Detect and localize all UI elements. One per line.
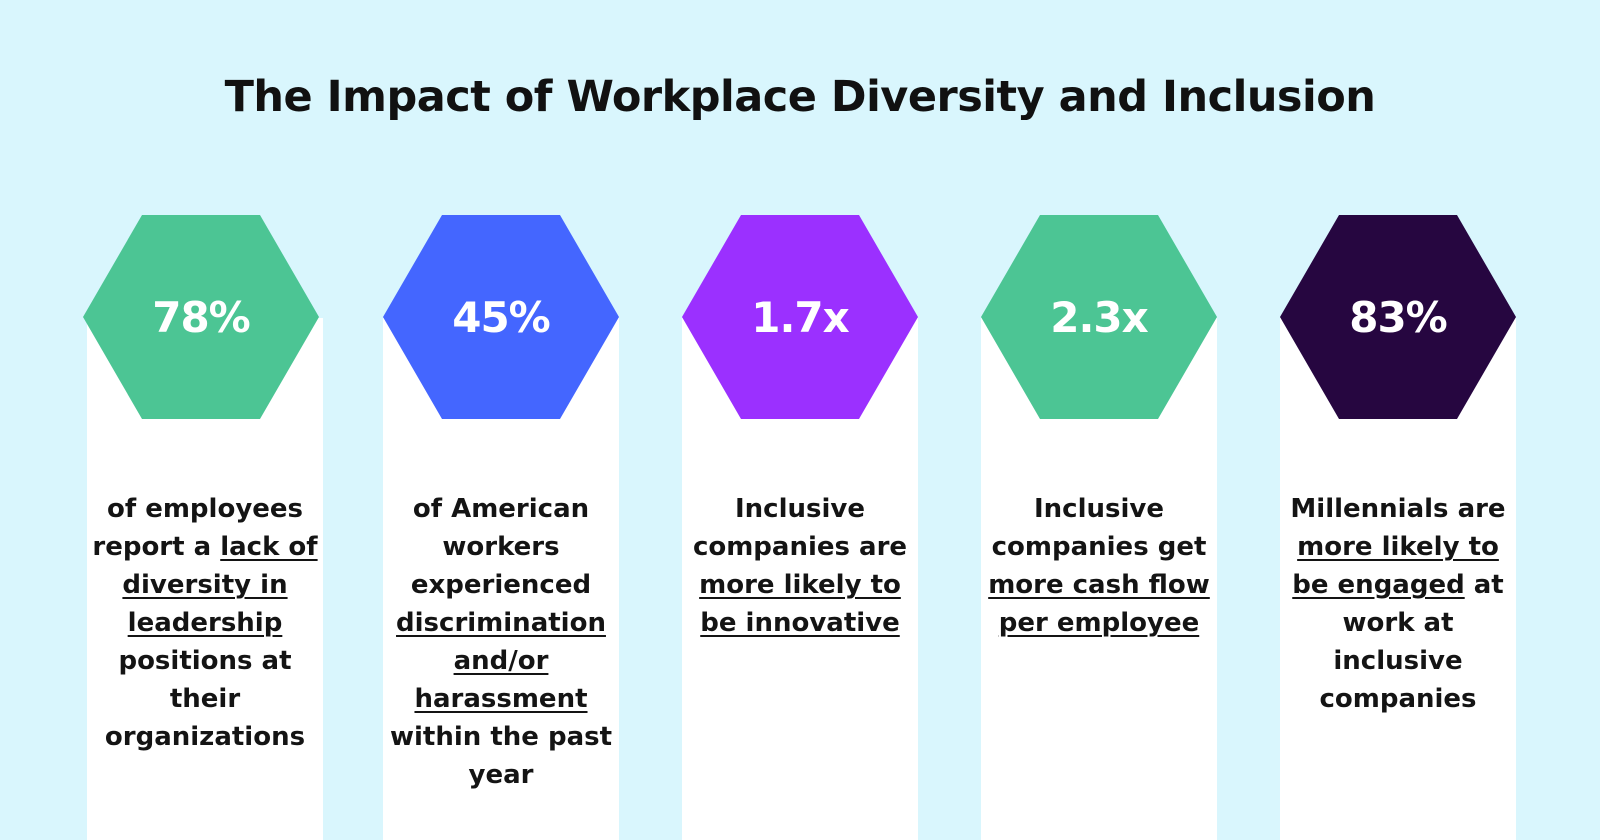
underlined-text: more likely to be innovative bbox=[699, 570, 901, 638]
description-text: Inclusive companies get bbox=[991, 494, 1207, 562]
stat-hexagon-5: 83% bbox=[1280, 215, 1516, 419]
underlined-text: discrimination and/or harassment bbox=[396, 608, 606, 714]
stat-description-2: of American workers experienced discrimi… bbox=[383, 490, 619, 794]
stat-description-3: Inclusive companies are more likely to b… bbox=[682, 490, 918, 642]
description-text: Inclusive companies are bbox=[692, 494, 908, 562]
description-text: at work at inclusive companies bbox=[1319, 570, 1504, 714]
stat-value-2: 45% bbox=[452, 292, 551, 342]
stat-description-4: Inclusive companies get more cash flow p… bbox=[981, 490, 1217, 642]
description-text: within the past year bbox=[389, 722, 613, 790]
stat-hexagon-1: 78% bbox=[83, 215, 319, 419]
description-text: of American workers experienced bbox=[410, 494, 592, 600]
stat-value-3: 1.7x bbox=[751, 292, 849, 342]
stat-value-4: 2.3x bbox=[1050, 292, 1148, 342]
underlined-text: more cash flow per employee bbox=[988, 570, 1210, 638]
description-text: Millennials are bbox=[1290, 494, 1506, 524]
underlined-text: more likely to be engaged bbox=[1292, 532, 1499, 600]
page-title: The Impact of Workplace Diversity and In… bbox=[224, 72, 1376, 122]
underlined-text: lack of diversity in leadership bbox=[122, 532, 318, 638]
description-text: positions at their organizations bbox=[104, 646, 306, 752]
stat-description-1: of employees report a lack of diversity … bbox=[87, 490, 323, 756]
description-text: of employees report a bbox=[92, 494, 304, 562]
stat-description-5: Millennials are more likely to be engage… bbox=[1280, 490, 1516, 718]
stat-value-1: 78% bbox=[152, 292, 251, 342]
stat-value-5: 83% bbox=[1349, 292, 1448, 342]
